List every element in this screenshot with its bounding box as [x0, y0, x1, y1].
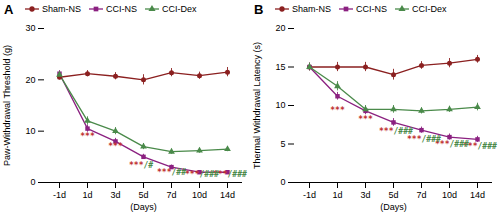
svg-text:1d: 1d: [332, 190, 342, 200]
html-text:A: A: [4, 1, 14, 17]
svg-text:-1d: -1d: [303, 190, 316, 200]
svg-text:/##: /##: [172, 168, 187, 177]
svg-text:***: ***: [80, 132, 95, 141]
html-text:Sham-NS: Sham-NS: [292, 4, 331, 14]
svg-text:Thermal Withdrawal Latency (s): Thermal Withdrawal Latency (s): [252, 42, 262, 169]
svg-text:3d: 3d: [110, 190, 120, 200]
svg-text:***: ***: [157, 168, 172, 177]
svg-text:***: ***: [379, 127, 394, 136]
html-text:CCI-Dex: CCI-Dex: [162, 4, 197, 14]
svg-text:30: 30: [25, 23, 35, 33]
svg-text:/#: /#: [144, 161, 154, 170]
svg-text:/###: /###: [394, 127, 413, 136]
svg-text:3d: 3d: [360, 190, 370, 200]
svg-text:-1d: -1d: [53, 190, 66, 200]
svg-text:14d: 14d: [220, 190, 235, 200]
svg-text:***: ***: [407, 135, 422, 144]
svg-text:10: 10: [25, 126, 35, 136]
svg-text:10d: 10d: [442, 190, 457, 200]
html-text:CCI-NS: CCI-NS: [356, 4, 387, 14]
html-text:Sham-NS: Sham-NS: [42, 4, 81, 14]
svg-text:20: 20: [275, 23, 285, 33]
svg-text:***: ***: [358, 115, 373, 124]
svg-text:5d: 5d: [388, 190, 398, 200]
svg-text:Paw-Withdrawal Threshold (g): Paw-Withdrawal Threshold (g): [2, 45, 12, 166]
html-text:B: B: [254, 1, 264, 17]
svg-text:***: ***: [330, 106, 345, 115]
svg-text:(Days): (Days): [130, 202, 157, 212]
svg-text:20: 20: [25, 75, 35, 85]
svg-text:7d: 7d: [166, 190, 176, 200]
svg-text:10d: 10d: [192, 190, 207, 200]
svg-text:***: ***: [108, 142, 123, 151]
svg-text:15: 15: [275, 62, 285, 72]
svg-text:/###: /###: [228, 170, 247, 179]
svg-text:/###: /###: [422, 135, 441, 144]
svg-text:7d: 7d: [416, 190, 426, 200]
svg-text:14d: 14d: [470, 190, 485, 200]
svg-text:/###: /###: [450, 140, 469, 149]
svg-text:0: 0: [30, 177, 35, 187]
svg-text:(Days): (Days): [380, 202, 407, 212]
html-text:CCI-NS: CCI-NS: [106, 4, 137, 14]
svg-text:5d: 5d: [138, 190, 148, 200]
svg-text:/###: /###: [478, 142, 497, 151]
svg-text:10: 10: [275, 100, 285, 110]
svg-text:***: ***: [185, 170, 200, 179]
svg-text:5: 5: [280, 139, 285, 149]
svg-text:***: ***: [129, 161, 144, 170]
svg-text:1d: 1d: [82, 190, 92, 200]
svg-text:/###: /###: [200, 170, 219, 179]
svg-text:0: 0: [280, 177, 285, 187]
html-text:CCI-Dex: CCI-Dex: [412, 4, 447, 14]
